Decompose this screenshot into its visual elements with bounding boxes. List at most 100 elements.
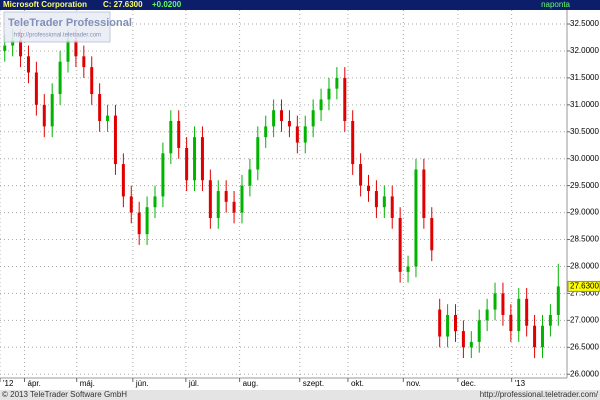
x-tick-label: ápr. <box>28 379 41 388</box>
candle-body <box>367 185 371 192</box>
candle-body <box>422 169 426 218</box>
candle-body <box>469 341 473 348</box>
last-value-box <box>567 280 600 292</box>
x-tick-label: dec. <box>461 379 476 388</box>
candle-body <box>359 164 363 186</box>
candle-body <box>319 99 323 111</box>
candle-body <box>26 56 30 73</box>
x-tick-label: jún. <box>135 379 149 388</box>
y-tick-label: 30.5000 <box>570 127 599 136</box>
candle-body <box>540 325 544 348</box>
y-tick-label: 28.5000 <box>570 235 599 244</box>
y-tick-label: 30.0000 <box>570 154 599 163</box>
candle-body <box>74 40 78 57</box>
candle-body <box>398 217 402 272</box>
candle-body <box>517 298 521 332</box>
candle-body <box>374 191 378 208</box>
candle-body <box>485 309 489 321</box>
candle-body <box>208 180 212 218</box>
candle-body <box>177 120 181 148</box>
y-tick-label: 31.5000 <box>570 73 599 82</box>
candle-body <box>90 67 94 95</box>
y-tick-label: 27.0000 <box>570 315 599 324</box>
y-tick-label: 26.5000 <box>570 342 599 351</box>
candle-body <box>66 40 70 62</box>
candle-body <box>295 126 299 143</box>
y-tick-label: 32.5000 <box>570 19 599 28</box>
interval-label: naponta <box>541 0 570 9</box>
candle-body <box>272 110 276 127</box>
candle-body <box>493 293 497 310</box>
candle-body <box>548 314 552 326</box>
candle-body <box>287 120 291 127</box>
y-tick-label: 27.5000 <box>570 289 599 298</box>
candle-body <box>42 104 46 127</box>
candle-body <box>327 88 331 100</box>
candle-body <box>256 137 260 170</box>
candle-body <box>525 298 529 326</box>
footer-bar <box>0 390 600 400</box>
candle-body <box>113 115 117 165</box>
x-tick-label: '12 <box>3 379 14 388</box>
y-tick-label: 26.0000 <box>570 369 599 378</box>
x-tick-label: júl. <box>188 379 199 388</box>
candle-body <box>185 147 189 181</box>
candle-body <box>121 164 125 197</box>
copyright: © 2013 TeleTrader Software GmbH <box>2 390 127 399</box>
candle-body <box>311 110 315 127</box>
header-bar <box>0 0 600 10</box>
candle-body <box>343 77 347 121</box>
candle-body <box>446 314 450 337</box>
candle-body <box>232 201 236 213</box>
candle-body <box>129 196 133 213</box>
candle-body <box>169 120 173 154</box>
y-tick-label: 29.0000 <box>570 208 599 217</box>
x-tick-label: okt. <box>351 379 364 388</box>
candle-body <box>3 45 7 51</box>
candle-body <box>406 266 410 272</box>
x-tick-label: '13 <box>515 379 526 388</box>
candle-body <box>145 207 149 235</box>
x-tick-label: szept. <box>303 379 324 388</box>
candle-body <box>501 293 505 315</box>
candle-body <box>264 126 268 138</box>
candle-body <box>509 314 513 332</box>
candle-body <box>414 169 418 267</box>
candle-body <box>390 196 394 218</box>
candle-body <box>58 61 62 95</box>
candle-body <box>153 196 157 208</box>
last-value-label: 27.6300 <box>570 282 599 291</box>
candle-body <box>533 325 537 348</box>
close-label: C: 27.6300 <box>103 0 143 9</box>
change-label: +0.0200 <box>152 0 182 9</box>
candle-body <box>98 94 102 121</box>
watermark-title: TeleTrader Professional <box>8 17 132 29</box>
x-tick-label: nov. <box>406 379 421 388</box>
watermark-url: http://professional.teletrader.com <box>14 33 101 39</box>
candle-body <box>453 314 457 332</box>
candle-body <box>556 286 560 315</box>
instrument-name: Microsoft Corporation <box>3 0 87 9</box>
candle-body <box>351 120 355 165</box>
candle-body <box>477 320 481 342</box>
y-tick-label: 28.0000 <box>570 262 599 271</box>
candle-body <box>461 331 465 348</box>
candle-body <box>19 40 23 57</box>
candle-body <box>137 212 141 235</box>
watermark-box <box>3 11 111 43</box>
candle-body <box>248 169 252 186</box>
candle-body <box>280 110 284 121</box>
candle-body <box>216 191 220 218</box>
x-tick-label: aug. <box>243 379 259 388</box>
candle-body <box>82 56 86 68</box>
candle-body <box>11 40 15 46</box>
x-tick-label: máj. <box>80 379 95 388</box>
candle-body <box>34 72 38 105</box>
candle-body <box>335 77 339 89</box>
candle-body <box>193 137 197 181</box>
candle-body <box>106 115 110 121</box>
candle-body <box>303 126 307 143</box>
footer-url: http://professional.teletrader.com/ <box>480 390 599 399</box>
